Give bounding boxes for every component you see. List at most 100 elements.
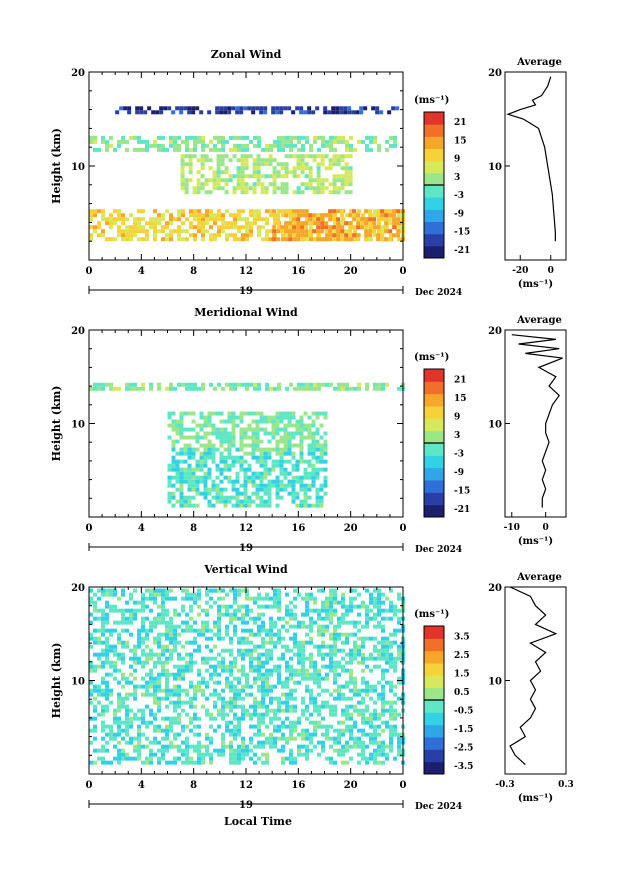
- heatmap-cell: [332, 174, 337, 179]
- heatmap-cell: [203, 415, 208, 420]
- heatmap-cell: [337, 624, 341, 629]
- heatmap-cell: [173, 624, 177, 629]
- heatmap-cell: [281, 736, 285, 741]
- heatmap-cell: [349, 696, 353, 701]
- heatmap-cell: [203, 431, 208, 436]
- heatmap-cell: [173, 744, 177, 749]
- heatmap-cell: [239, 110, 244, 115]
- heatmap-cell: [261, 217, 265, 222]
- heatmap-cell: [184, 178, 189, 183]
- heatmap-cell: [129, 616, 133, 621]
- heatmap-cell: [165, 628, 169, 633]
- heatmap-cell: [117, 640, 121, 645]
- heatmap-cell: [105, 708, 109, 713]
- heatmap-cell: [393, 728, 397, 733]
- heatmap-cell: [125, 704, 129, 709]
- heatmap-cell: [105, 588, 109, 593]
- heatmap-cell: [195, 463, 200, 468]
- heatmap-cell: [257, 740, 261, 745]
- heatmap-cell: [207, 475, 212, 480]
- heatmap-cell: [173, 229, 177, 234]
- heatmap-cell: [187, 447, 192, 452]
- heatmap-cell: [255, 431, 260, 436]
- heatmap-cell: [247, 495, 252, 500]
- heatmap-cell: [247, 423, 252, 428]
- heatmap-cell: [265, 640, 269, 645]
- heatmap-cell: [255, 427, 260, 432]
- heatmap-cell: [317, 676, 321, 681]
- heatmap-cell: [105, 644, 109, 649]
- heatmap-cell: [89, 716, 93, 721]
- heatmap-cell: [273, 213, 277, 218]
- heatmap-cell: [193, 139, 197, 144]
- heatmap-cell: [337, 672, 341, 677]
- heatmap-cell: [361, 656, 365, 661]
- heatmap-cell: [333, 704, 337, 709]
- heatmap-cell: [284, 170, 289, 175]
- heatmap-cell: [277, 708, 281, 713]
- heatmap-cell: [197, 648, 201, 653]
- heatmap-cell: [261, 760, 265, 765]
- heatmap-cell: [267, 499, 272, 504]
- heatmap-cell: [177, 716, 181, 721]
- heatmap-cell: [101, 720, 105, 725]
- heatmap-cell: [281, 644, 285, 649]
- heatmap-cell: [183, 447, 188, 452]
- heatmap-cell: [389, 744, 393, 749]
- heatmap-cell: [273, 728, 277, 733]
- heatmap-cell: [275, 479, 280, 484]
- heatmap-cell: [323, 483, 328, 488]
- heatmap-cell: [183, 427, 188, 432]
- heatmap-cell: [220, 158, 225, 163]
- heatmap-cell: [219, 491, 224, 496]
- heatmap-cell: [197, 756, 201, 761]
- heatmap-cell: [203, 459, 208, 464]
- heatmap-cell: [269, 229, 273, 234]
- heatmap-cell: [277, 696, 281, 701]
- heatmap-cell: [267, 415, 272, 420]
- heatmap-cell: [117, 608, 121, 613]
- colorbar-unit: (ms⁻¹): [414, 352, 449, 363]
- heatmap-cell: [247, 475, 252, 480]
- heatmap-cell: [193, 592, 197, 597]
- heatmap-cell: [187, 463, 192, 468]
- heatmap-cell: [109, 221, 113, 226]
- heatmap-cell: [183, 475, 188, 480]
- heatmap-cell: [353, 736, 357, 741]
- heatmap-cell: [223, 419, 228, 424]
- heatmap-cell: [333, 652, 337, 657]
- heatmap-cell: [239, 419, 244, 424]
- heatmap-cell: [191, 471, 196, 476]
- heatmap-cell: [304, 229, 309, 234]
- heatmap-cell: [289, 676, 293, 681]
- heatmap-cell: [332, 233, 337, 238]
- heatmap-cell: [185, 147, 189, 152]
- heatmap-cell: [381, 592, 385, 597]
- heatmap-cell: [161, 592, 165, 597]
- heatmap-cell: [345, 604, 349, 609]
- heatmap-cell: [221, 636, 225, 641]
- heatmap-cell: [329, 744, 333, 749]
- heatmap-cell: [373, 624, 377, 629]
- heatmap-cell: [333, 740, 337, 745]
- heatmap-cell: [181, 221, 185, 226]
- heatmap-cell: [325, 736, 329, 741]
- heatmap-cell: [285, 700, 289, 705]
- heatmap-cell: [245, 672, 249, 677]
- heatmap-cell: [311, 483, 316, 488]
- heatmap-cell: [159, 110, 164, 115]
- heatmap-cell: [389, 728, 393, 733]
- heatmap-cell: [385, 217, 389, 222]
- heatmap-cell: [141, 720, 145, 725]
- heatmap-cell: [236, 182, 241, 187]
- heatmap-cell: [285, 676, 289, 681]
- heatmap-cell: [357, 592, 361, 597]
- heatmap-cell: [261, 704, 265, 709]
- heatmap-cell: [149, 592, 153, 597]
- heatmap-cell: [251, 455, 256, 460]
- heatmap-cell: [193, 712, 197, 717]
- heatmap-cell: [241, 708, 245, 713]
- heatmap-cell: [253, 680, 257, 685]
- heatmap-cell: [105, 221, 109, 226]
- heatmap-cell: [129, 386, 133, 391]
